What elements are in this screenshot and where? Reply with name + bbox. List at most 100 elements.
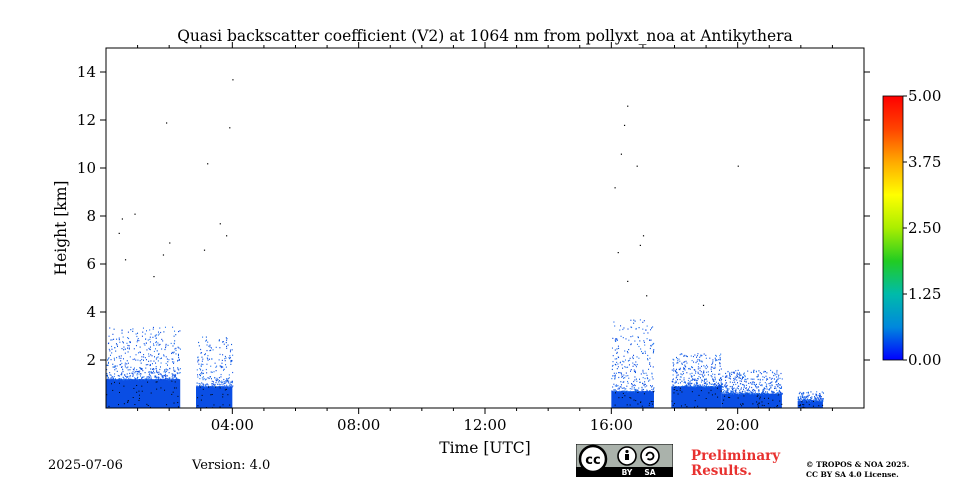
backscatter-speck [691, 372, 693, 374]
backscatter-speck [626, 350, 628, 353]
backscatter-speck [711, 370, 713, 372]
backscatter-speck [712, 359, 714, 361]
backscatter-speck [174, 370, 176, 372]
backscatter-speck [811, 396, 813, 398]
dark-speck [757, 394, 759, 396]
backscatter-speck [164, 348, 166, 351]
backscatter-speck [152, 328, 154, 330]
backscatter-speck [704, 366, 706, 368]
backscatter-speck [155, 348, 157, 350]
backscatter-speck [226, 339, 228, 341]
dark-speck [758, 402, 760, 404]
backscatter-speck [650, 385, 652, 387]
backscatter-speck [764, 370, 766, 373]
backscatter-speck [226, 385, 228, 387]
backscatter-speck [807, 391, 809, 393]
x-tick-label: 08:00 [337, 416, 380, 434]
backscatter-speck [756, 387, 758, 389]
backscatter-speck [739, 389, 741, 392]
backscatter-speck [112, 376, 114, 379]
backscatter-speck [741, 378, 743, 380]
backscatter-speck [128, 341, 130, 343]
backscatter-speck [720, 353, 722, 355]
backscatter-speck [808, 394, 810, 396]
backscatter-speck [747, 393, 749, 395]
backscatter-speck [690, 386, 692, 388]
backscatter-speck [651, 344, 653, 346]
data-segment [611, 319, 655, 408]
backscatter-speck [739, 380, 741, 382]
backscatter-speck [230, 361, 232, 363]
backscatter-speck [139, 346, 141, 348]
backscatter-speck [154, 375, 156, 377]
backscatter-speck [226, 379, 228, 381]
backscatter-speck [726, 391, 728, 394]
dark-speck [173, 402, 175, 404]
backscatter-speck [622, 381, 624, 383]
backscatter-speck [200, 348, 202, 351]
backscatter-speck [111, 348, 113, 350]
backscatter-speck [710, 368, 712, 370]
backscatter-speck [684, 369, 686, 371]
backscatter-speck [223, 386, 225, 388]
backscatter-speck [161, 379, 163, 381]
backscatter-speck [700, 355, 702, 357]
dark-speck [671, 400, 673, 402]
backscatter-speck [766, 386, 768, 388]
backscatter-speck [763, 393, 765, 395]
backscatter-speck [802, 391, 804, 394]
backscatter-speck [136, 377, 138, 380]
backscatter-speck [633, 363, 635, 366]
dark-speck [200, 399, 202, 401]
scattered-point [614, 187, 616, 189]
backscatter-speck [816, 397, 818, 399]
backscatter-speck [726, 375, 728, 377]
backscatter-speck [704, 378, 706, 380]
backscatter-speck [722, 390, 724, 393]
backscatter-speck [777, 393, 779, 395]
backscatter-speck [752, 381, 754, 383]
dark-speck [716, 387, 718, 389]
backscatter-speck [173, 376, 175, 378]
backscatter-speck [145, 359, 147, 361]
backscatter-speck [229, 382, 231, 384]
backscatter-speck [713, 386, 715, 388]
backscatter-speck [201, 377, 203, 379]
backscatter-speck [644, 344, 646, 346]
dark-speck [818, 405, 820, 407]
backscatter-speck [213, 371, 215, 373]
backscatter-speck [686, 385, 688, 387]
backscatter-speck [211, 347, 213, 349]
y-tick-label: 4 [86, 303, 96, 321]
backscatter-speck [816, 400, 818, 402]
backscatter-speck [223, 341, 225, 343]
backscatter-speck [716, 385, 718, 387]
backscatter-speck [215, 382, 217, 384]
backscatter-speck [137, 371, 139, 373]
backscatter-speck [230, 357, 232, 359]
dark-speck [622, 392, 624, 394]
backscatter-speck [231, 386, 233, 388]
backscatter-speck [692, 379, 694, 381]
backscatter-speck [731, 388, 733, 391]
backscatter-speck [649, 339, 651, 341]
dark-speck [629, 397, 631, 399]
dark-speck [728, 396, 730, 398]
backscatter-speck [742, 390, 744, 392]
dark-speck [624, 395, 626, 397]
backscatter-speck [710, 383, 712, 385]
backscatter-speck [709, 357, 711, 359]
backscatter-speck [165, 371, 167, 373]
backscatter-speck [738, 393, 740, 395]
dark-speck [197, 397, 199, 399]
backscatter-speck [718, 359, 720, 361]
backscatter-speck [122, 342, 124, 344]
backscatter-speck [672, 384, 674, 386]
backscatter-speck [129, 341, 131, 344]
backscatter-speck [156, 350, 158, 352]
backscatter-speck [165, 374, 167, 377]
backscatter-speck [750, 390, 752, 393]
copyright-line-2: CC BY SA 4.0 License. [806, 470, 899, 479]
backscatter-speck [737, 385, 739, 387]
backscatter-speck [178, 330, 180, 333]
